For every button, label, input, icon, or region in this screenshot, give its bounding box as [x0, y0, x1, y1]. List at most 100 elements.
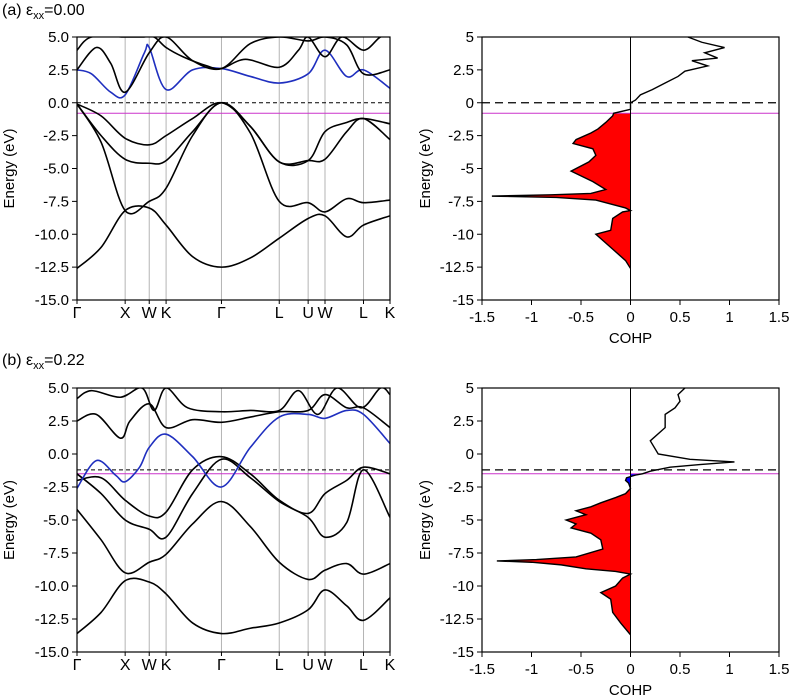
kpoint-label: L — [275, 657, 284, 674]
y-tick-label: 0.0 — [48, 95, 69, 112]
band-line — [77, 455, 390, 519]
y-tick-label: 5.0 — [48, 29, 69, 46]
kpoint-label: U — [302, 657, 314, 674]
panel-b-label-text: (b) εxx=0.22 — [2, 352, 85, 372]
y-tick-label: -2.5 — [43, 479, 69, 496]
band-line — [77, 101, 390, 165]
y-tick-label: 0.0 — [48, 446, 69, 463]
y-axis-label: Energy (eV) — [1, 480, 18, 560]
y-tick-label: 5.0 — [48, 380, 69, 397]
y-tick-label: 5 — [466, 380, 474, 397]
y-axis-label: Energy (eV) — [1, 128, 18, 208]
band-lines — [77, 388, 390, 635]
bonding-fill-area — [496, 488, 631, 635]
y-tick-label: -12.5 — [35, 259, 69, 276]
band-lines — [77, 37, 390, 270]
y-tick-label: -10.0 — [35, 578, 69, 595]
y-tick-label: -12.5 — [440, 611, 474, 628]
band-line — [77, 388, 390, 416]
x-tick-label: 1 — [725, 309, 733, 326]
kpoint-label: U — [302, 305, 314, 322]
y-tick-label: 5 — [466, 29, 474, 46]
cohp-plot-b: 5 2.5 0 -2.5 -5 -7.5 -10 -12.5 -15-1.5 -1 -0.5 0 0.5… — [417, 380, 789, 699]
y-tick-label: -2.5 — [448, 479, 474, 496]
x-tick-label: -1 — [525, 661, 538, 678]
x-tick-label: -1 — [525, 309, 538, 326]
panel-a-label-text: (a) εxx=0.00 — [2, 2, 85, 22]
y-tick-label: -10 — [452, 578, 474, 595]
x-tick-label: -0.5 — [568, 661, 594, 678]
kpoint-label: X — [120, 305, 131, 322]
y-tick-label: 2.5 — [48, 413, 69, 430]
kpoint-label: L — [275, 305, 284, 322]
kpoint-label: L — [359, 657, 368, 674]
x-axis-label: COHP — [609, 330, 652, 347]
y-tick-label: -2.5 — [448, 128, 474, 145]
highlighted-band-line — [77, 43, 390, 99]
x-tick-label: 0 — [626, 661, 634, 678]
panel-a-label: (a) εxx=0.00 — [2, 2, 85, 22]
kpoint-label: K — [385, 657, 396, 674]
kpoint-label: K — [161, 657, 172, 674]
kpoint-label: W — [142, 305, 158, 322]
x-axis-label: COHP — [609, 682, 652, 699]
x-tick-label: 1.5 — [769, 309, 790, 326]
kpoint-label: X — [120, 657, 131, 674]
x-tick-label: -1.5 — [469, 309, 495, 326]
y-tick-label: -15.0 — [35, 292, 69, 309]
y-tick-label: -5 — [461, 161, 474, 178]
band-line — [77, 500, 390, 581]
y-tick-label: -12.5 — [440, 259, 474, 276]
kpoint-label: Γ — [217, 305, 226, 322]
panel-b-label: (b) εxx=0.22 — [2, 352, 85, 372]
x-tick-label: 0.5 — [670, 309, 691, 326]
band-line — [77, 101, 390, 167]
band-structure-plot-b: 5.02.50.0-2.5-5.0-7.5-10.0-12.5-15.0Γ X W K… — [1, 380, 396, 674]
x-tick-label: -1.5 — [469, 661, 495, 678]
x-tick-label: 0.5 — [670, 661, 691, 678]
y-tick-label: -5.0 — [43, 161, 69, 178]
y-tick-label: -15 — [452, 644, 474, 661]
y-axis-label: Energy (eV) — [417, 128, 434, 208]
band-structure-plot-a: 5.02.50.0-2.5-5.0-7.5-10.0-12.5-15.0Γ X W K… — [1, 29, 396, 322]
kpoint-label: W — [317, 657, 333, 674]
x-tick-label: 1 — [725, 661, 733, 678]
kpoint-label: W — [142, 657, 158, 674]
kpoint-label: K — [161, 305, 172, 322]
y-tick-label: -15 — [452, 292, 474, 309]
y-tick-label: -5 — [461, 512, 474, 529]
y-tick-label: -12.5 — [35, 611, 69, 628]
cohp-plot-a: 5 2.5 0 -2.5 -5 -7.5 -10 -12.5 -15-1.5 -1 -0.5 0 0.5… — [417, 29, 789, 347]
plot-frame — [76, 36, 391, 301]
y-tick-label: 2.5 — [453, 62, 474, 79]
y-tick-label: -10.0 — [35, 226, 69, 243]
kpoint-label: Γ — [217, 657, 226, 674]
x-tick-label: 0 — [626, 309, 634, 326]
kpoint-label: K — [385, 305, 396, 322]
kpoint-label: Γ — [73, 657, 82, 674]
bonding-fill-area — [491, 113, 631, 269]
y-tick-label: -10 — [452, 226, 474, 243]
x-tick-label: -0.5 — [568, 309, 594, 326]
y-tick-label: -15.0 — [35, 644, 69, 661]
y-tick-label: 0 — [466, 446, 474, 463]
y-tick-label: 2.5 — [453, 413, 474, 430]
y-tick-label: -7.5 — [448, 193, 474, 210]
kpoint-label: Γ — [73, 305, 82, 322]
kpoint-label: W — [317, 305, 333, 322]
band-line — [77, 205, 390, 270]
y-tick-label: -7.5 — [43, 193, 69, 210]
band-line — [77, 37, 390, 70]
y-tick-label: -5.0 — [43, 512, 69, 529]
cohp-curve — [491, 36, 725, 269]
band-line — [77, 393, 390, 439]
y-axis-label: Energy (eV) — [417, 480, 434, 560]
y-tick-label: -2.5 — [43, 128, 69, 145]
band-line — [77, 577, 390, 635]
y-tick-label: -7.5 — [448, 545, 474, 562]
kpoint-label: L — [359, 305, 368, 322]
x-tick-label: 1.5 — [769, 661, 790, 678]
band-line — [77, 458, 390, 540]
y-tick-label: 2.5 — [48, 62, 69, 79]
